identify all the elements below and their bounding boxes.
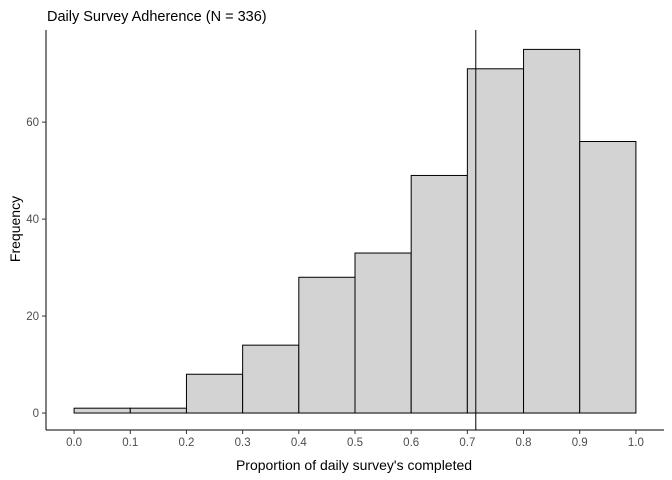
y-axis-title: Frequency: [7, 196, 23, 262]
y-tick-label: 0: [33, 408, 39, 420]
histogram-bar-6: [410, 174, 468, 414]
histogram-bar-9: [579, 141, 637, 414]
histogram-bar-7: [466, 68, 525, 414]
histogram-bar-4: [298, 276, 356, 414]
x-tick-label: 0.5: [347, 437, 363, 449]
histogram-bar-5: [354, 252, 412, 414]
x-tick-label: 0.2: [178, 437, 194, 449]
x-tick-label: 0.0: [66, 437, 82, 449]
histogram-bar-0: [73, 407, 131, 414]
x-tick-label: 0.7: [459, 437, 475, 449]
x-tick-label: 0.4: [291, 437, 308, 449]
x-tick-label: 0.1: [122, 437, 138, 449]
y-axis-ticks: 0 20 40 60: [26, 117, 46, 420]
bars-group: [73, 48, 637, 414]
histogram-bar-3: [242, 344, 300, 414]
y-tick-label: 20: [26, 311, 39, 323]
chart-title: Daily Survey Adherence (N = 336): [47, 9, 267, 25]
x-axis-title: Proportion of daily survey's completed: [236, 457, 472, 473]
x-tick-label: 1.0: [628, 437, 644, 449]
x-tick-label: 0.8: [516, 437, 532, 449]
histogram-bar-2: [185, 373, 244, 414]
x-axis-ticks: 0.0 0.1 0.2 0.3 0.4 0.5 0.6 0.7 0.8 0.9 1.0: [66, 430, 644, 449]
x-tick-label: 0.3: [235, 437, 251, 449]
x-tick-label: 0.6: [403, 437, 419, 449]
histogram-bar-1: [129, 407, 187, 414]
histogram-bar-8: [523, 48, 581, 414]
y-tick-label: 40: [26, 214, 39, 226]
y-tick-label: 60: [26, 117, 39, 129]
x-tick-label: 0.9: [572, 437, 588, 449]
